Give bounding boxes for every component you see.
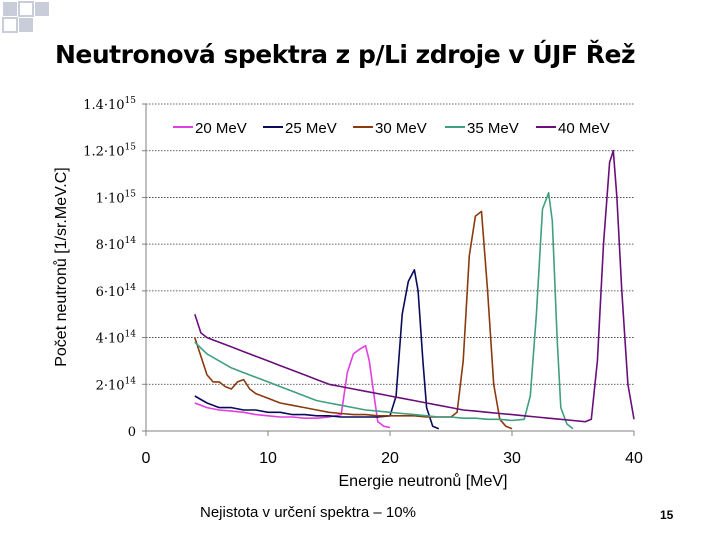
x-tick-label: 0 — [142, 450, 151, 467]
series-lines — [194, 149, 635, 430]
legend: 20 MeV 25 MeV 30 MeV 35 MeV 40 MeV — [173, 120, 610, 137]
x-tick-label: 20 — [381, 450, 399, 467]
page-title: Neutronová spektra z p/Li zdroje v ÚJF Ř… — [55, 40, 636, 69]
y-tick-label: 1.2·1015 — [83, 143, 136, 160]
series-line — [194, 210, 513, 430]
y-tick-label: 1.4·1015 — [83, 96, 136, 113]
legend-entry: 20 MeV — [195, 120, 247, 137]
y-tick-labels: 0 2·1014 4·1014 6·1014 8·1014 1·1015 1.2·1015 1… — [83, 96, 146, 440]
series-line — [194, 344, 391, 429]
legend-entry: 40 MeV — [558, 120, 610, 137]
x-tick-labels: 0 10 20 30 40 — [142, 431, 643, 467]
plot-area — [146, 104, 634, 431]
x-tick-label: 30 — [503, 450, 521, 467]
legend-entry: 35 MeV — [467, 120, 519, 137]
series-line — [194, 269, 440, 430]
legend-entry: 25 MeV — [285, 120, 337, 137]
x-tick-label: 10 — [259, 450, 277, 467]
legend-entry: 30 MeV — [375, 120, 427, 137]
y-tick-label: 8·1014 — [96, 236, 137, 253]
grid-lines — [146, 103, 634, 385]
y-tick-label: 0 — [128, 425, 136, 440]
y-tick-label: 4·1014 — [96, 330, 137, 347]
series-line — [194, 149, 635, 423]
slide-number: 15 — [660, 508, 674, 522]
series-line — [194, 192, 574, 430]
uncertainty-note: Nejistota v určení spektra – 10% — [200, 504, 416, 521]
y-axis-label: Počet neutronů [1/sr.MeV.C] — [52, 167, 70, 367]
y-tick-label: 6·1014 — [96, 283, 137, 300]
corner-decoration — [2, 1, 49, 33]
x-tick-label: 40 — [625, 450, 643, 467]
y-tick-label: 2·1014 — [96, 376, 137, 393]
x-axis-label: Energie neutronů [MeV] — [339, 472, 508, 490]
y-tick-label: 1·1015 — [96, 189, 137, 206]
